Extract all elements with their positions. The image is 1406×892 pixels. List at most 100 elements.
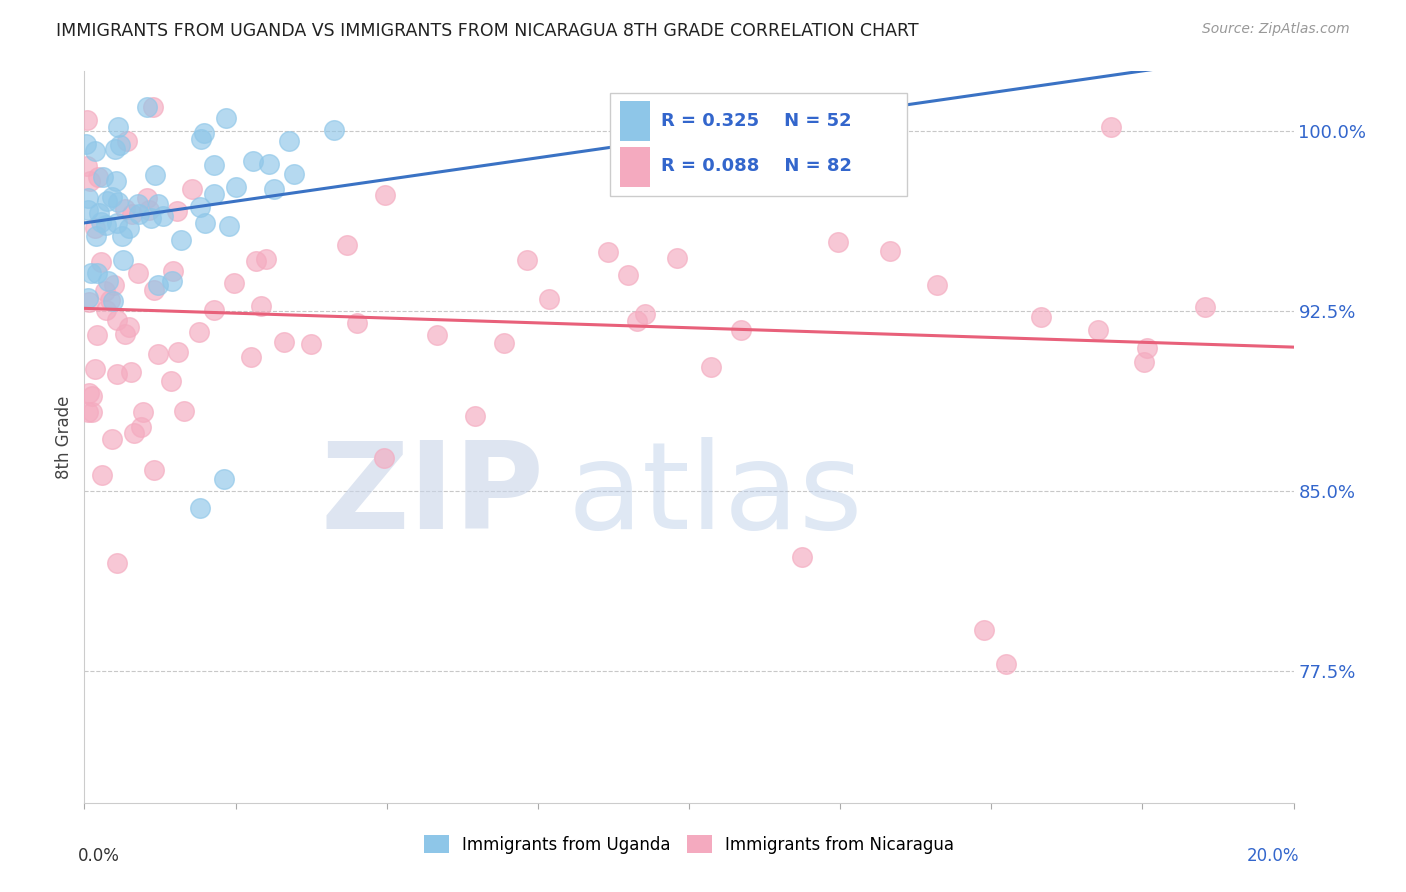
- Point: [162, 263, 184, 277]
- Legend: Immigrants from Uganda, Immigrants from Nicaragua: Immigrants from Uganda, Immigrants from …: [416, 829, 962, 860]
- Point: [84, 144, 107, 158]
- Point: [105, 216, 128, 230]
- Point: [76, 113, 98, 128]
- Point: [77, 405, 100, 419]
- Point: [925, 278, 948, 293]
- Point: [250, 299, 273, 313]
- Point: [1031, 310, 1053, 325]
- Text: 0.0%: 0.0%: [79, 847, 120, 864]
- Point: [537, 292, 560, 306]
- Text: ZIP: ZIP: [321, 437, 544, 554]
- Point: [336, 237, 359, 252]
- Point: [995, 657, 1018, 671]
- Point: [104, 173, 127, 187]
- Point: [245, 253, 267, 268]
- Point: [89, 206, 111, 220]
- Point: [115, 134, 138, 148]
- Point: [138, 203, 160, 218]
- Point: [105, 556, 128, 570]
- Point: [700, 359, 723, 374]
- Point: [263, 182, 285, 196]
- Point: [202, 303, 225, 318]
- Point: [105, 368, 128, 382]
- Point: [76, 159, 98, 173]
- Point: [143, 283, 166, 297]
- Point: [166, 203, 188, 218]
- Point: [127, 196, 149, 211]
- Point: [879, 244, 901, 259]
- Point: [730, 323, 752, 337]
- Point: [190, 200, 212, 214]
- Point: [146, 278, 169, 293]
- Point: [77, 295, 100, 310]
- Point: [111, 252, 134, 267]
- Point: [617, 268, 640, 282]
- Point: [80, 389, 103, 403]
- Point: [877, 100, 900, 114]
- Point: [256, 252, 278, 267]
- Point: [90, 215, 112, 229]
- Point: [91, 467, 114, 482]
- Point: [107, 313, 129, 327]
- Point: [193, 127, 215, 141]
- Point: [173, 403, 195, 417]
- Point: [96, 274, 118, 288]
- Point: [283, 167, 305, 181]
- Point: [346, 316, 368, 330]
- Point: [148, 197, 170, 211]
- Point: [426, 328, 449, 343]
- Point: [122, 426, 145, 441]
- Point: [127, 266, 149, 280]
- Point: [596, 245, 619, 260]
- Point: [141, 211, 163, 225]
- Point: [152, 210, 174, 224]
- Point: [181, 182, 204, 196]
- Point: [96, 194, 118, 208]
- Point: [77, 291, 100, 305]
- Point: [202, 187, 225, 202]
- Point: [212, 472, 235, 486]
- Point: [107, 120, 129, 134]
- Point: [129, 419, 152, 434]
- Point: [107, 194, 129, 209]
- Point: [131, 405, 153, 419]
- Point: [790, 549, 813, 564]
- Point: [373, 451, 395, 466]
- Point: [142, 100, 165, 114]
- Point: [136, 191, 159, 205]
- Point: [103, 293, 125, 308]
- Point: [1194, 300, 1216, 314]
- Point: [1099, 120, 1122, 134]
- Point: [80, 267, 103, 281]
- Point: [84, 220, 107, 235]
- Point: [128, 207, 150, 221]
- Point: [322, 122, 344, 136]
- Point: [79, 173, 101, 187]
- Point: [240, 350, 263, 364]
- Text: R = 0.088    N = 82: R = 0.088 N = 82: [661, 158, 852, 176]
- Point: [91, 169, 114, 184]
- Point: [218, 219, 240, 234]
- Point: [135, 100, 157, 114]
- Point: [86, 266, 108, 280]
- Point: [143, 463, 166, 477]
- Point: [101, 432, 124, 446]
- Point: [273, 334, 295, 349]
- Point: [299, 337, 322, 351]
- Point: [114, 202, 136, 217]
- Point: [1087, 322, 1109, 336]
- Point: [146, 347, 169, 361]
- Point: [634, 307, 657, 321]
- Point: [143, 168, 166, 182]
- Point: [516, 253, 538, 268]
- Point: [665, 251, 688, 265]
- Point: [204, 158, 226, 172]
- Point: [90, 255, 112, 269]
- Point: [77, 202, 100, 217]
- Point: [257, 157, 280, 171]
- Point: [111, 229, 134, 244]
- Point: [103, 277, 125, 292]
- Point: [242, 154, 264, 169]
- Point: [374, 188, 396, 202]
- Point: [104, 142, 127, 156]
